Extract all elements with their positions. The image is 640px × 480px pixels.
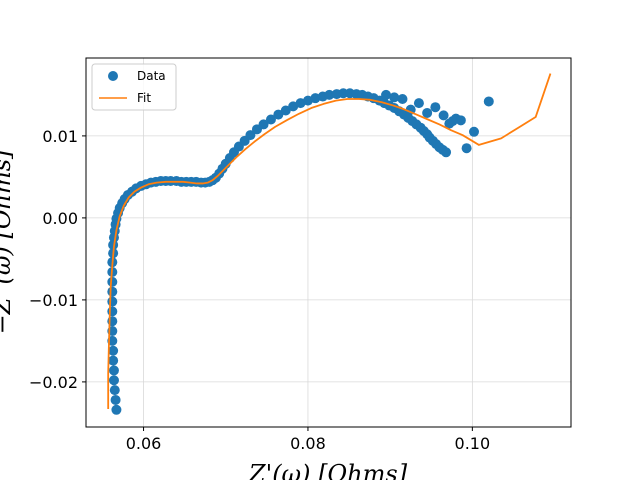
data-point [109,385,120,396]
data-point [397,94,408,104]
data-point [280,105,291,116]
data-point [111,404,122,415]
data-point [441,147,452,158]
data-point [245,130,256,141]
data-point [265,114,276,125]
data-point [430,102,441,113]
data-point [108,239,119,250]
data-point [108,355,119,366]
legend-fit-label: Fit [137,91,151,105]
tick-layer: 0.06 0.08 0.10 −0.02 −0.01 0.00 0.01 [29,127,490,453]
data-point [438,110,449,121]
data-point [108,365,119,376]
data-point [107,306,118,317]
data-point [405,104,416,115]
plot-frame [85,57,572,428]
data-point [413,98,424,109]
data-point [381,89,392,100]
data-point [110,394,121,405]
data-point [483,96,494,107]
legend-data-marker [108,71,118,81]
data-point [389,92,400,103]
legend-data-label: Data [137,69,166,83]
data-point [258,119,269,130]
data-point [107,276,118,287]
data-point [273,109,284,120]
x-tick-label: 0.08 [290,434,326,453]
data-point [422,107,433,118]
y-tick-label: −0.01 [29,291,78,310]
y-tick-label: −0.02 [29,373,78,392]
data-point [455,115,466,126]
data-layer [107,88,494,415]
data-point [108,375,119,386]
data-point [107,296,118,307]
fit-line [107,73,552,409]
data-point [469,126,479,137]
y-axis-label: −Z''(ω) [Ohms] [0,149,16,334]
x-tick-label: 0.06 [126,434,162,453]
data-point [108,345,119,356]
data-point [324,89,335,100]
data-point [107,286,118,297]
data-point [461,143,472,154]
grid-layer [86,58,571,427]
y-tick-label: 0.00 [42,209,78,228]
x-tick-label: 0.10 [455,434,491,453]
legend: Data Fit [91,63,177,111]
y-tick-label: 0.01 [42,127,78,146]
x-axis-label: Z'(ω) [Ohms] [248,460,408,480]
fit-layer [107,73,552,409]
